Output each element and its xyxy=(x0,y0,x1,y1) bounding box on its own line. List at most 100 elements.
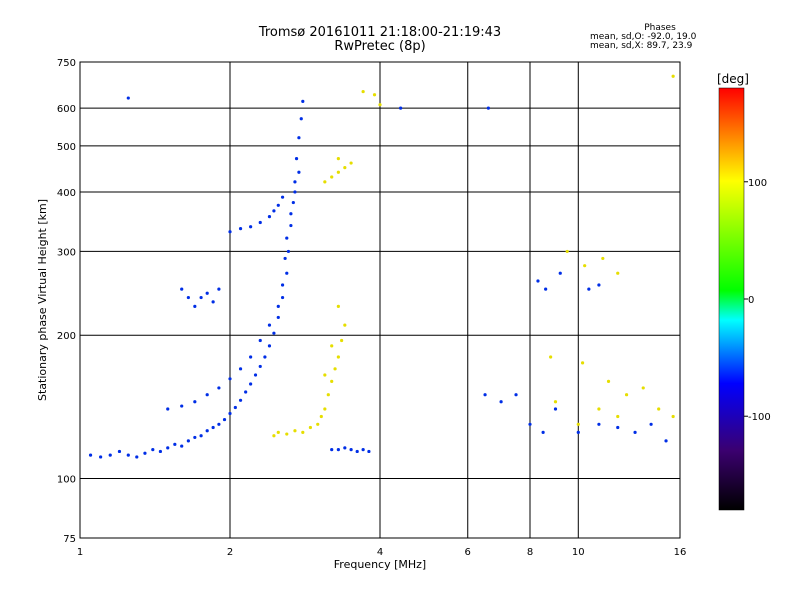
data-point xyxy=(280,195,285,199)
data-point xyxy=(616,271,620,275)
colorbar-label: [deg] xyxy=(717,72,749,86)
data-point xyxy=(649,422,653,426)
data-point xyxy=(323,180,327,184)
data-point xyxy=(205,429,209,433)
data-point xyxy=(276,315,280,320)
data-point xyxy=(291,200,295,205)
x-tick-label: 6 xyxy=(465,547,471,558)
data-point xyxy=(301,99,305,103)
data-point xyxy=(289,223,293,228)
data-point xyxy=(624,393,629,397)
data-point xyxy=(606,379,611,383)
data-point xyxy=(283,256,287,261)
data-point xyxy=(228,411,232,416)
chart-grid xyxy=(80,62,680,538)
data-point xyxy=(289,212,293,216)
data-point xyxy=(633,430,637,434)
x-axis-label: Frequency [MHz] xyxy=(334,558,426,571)
data-point xyxy=(301,430,305,434)
data-point xyxy=(553,400,558,404)
data-point xyxy=(549,355,553,359)
data-point xyxy=(336,448,340,452)
colorbar-tick-label: 100 xyxy=(748,178,767,189)
data-point xyxy=(276,304,280,308)
data-point xyxy=(294,157,299,161)
data-point xyxy=(238,398,243,402)
data-point xyxy=(285,432,289,436)
data-point xyxy=(193,435,197,440)
y-tick-label: 75 xyxy=(63,534,76,545)
data-point xyxy=(601,256,605,261)
data-point xyxy=(343,323,347,327)
data-point xyxy=(483,393,487,397)
x-tick-label: 16 xyxy=(674,547,687,558)
data-point xyxy=(299,117,303,121)
data-point xyxy=(217,422,221,426)
data-point xyxy=(343,446,347,450)
plot-frame xyxy=(79,61,681,539)
data-point xyxy=(340,338,344,343)
y-axis-ticks: 75 100 200 300 400 500 600 750 xyxy=(57,58,76,545)
data-point xyxy=(597,422,601,426)
data-point xyxy=(166,446,170,450)
y-tick-label: 300 xyxy=(57,247,76,258)
data-point xyxy=(180,287,184,291)
data-point xyxy=(297,170,301,174)
phase-statistics-x-mode: mean, sd,X: 89.7, 23.9 xyxy=(590,41,693,51)
y-tick-label: 200 xyxy=(57,331,76,342)
data-point xyxy=(323,407,327,411)
data-point xyxy=(285,236,289,240)
data-point xyxy=(565,249,569,254)
data-point xyxy=(280,295,285,300)
data-point xyxy=(158,449,163,454)
data-point xyxy=(336,304,340,308)
data-point xyxy=(267,323,272,327)
data-point xyxy=(238,227,243,231)
data-point xyxy=(228,230,232,234)
data-point xyxy=(576,422,580,426)
data-point xyxy=(280,283,285,287)
colorbar-tick-label: -100 xyxy=(748,412,771,423)
data-point xyxy=(541,430,545,434)
data-point xyxy=(276,430,280,434)
y-tick-label: 500 xyxy=(57,142,76,153)
data-point xyxy=(330,175,334,179)
data-point xyxy=(580,361,585,365)
data-point xyxy=(222,417,227,422)
data-point xyxy=(180,444,184,448)
colorbar-ticks: 100 0 -100 xyxy=(744,178,771,423)
data-point xyxy=(355,449,359,454)
phase-statistics: Phases mean, sd,O: -92.0, 19.0 mean, sd,… xyxy=(590,24,697,51)
data-point xyxy=(326,393,330,397)
y-axis-label: Stationary phase Virtual Height [km] xyxy=(36,199,49,401)
data-point xyxy=(267,344,272,348)
y-tick-label: 100 xyxy=(57,475,76,486)
data-point xyxy=(286,249,291,254)
data-point xyxy=(349,161,353,165)
y-tick-label: 750 xyxy=(57,58,76,69)
data-point xyxy=(349,448,353,452)
data-point xyxy=(272,434,276,438)
colorbar-tick-label: 0 xyxy=(748,295,754,306)
data-point xyxy=(217,287,221,291)
data-point xyxy=(143,451,147,455)
data-point xyxy=(330,379,334,383)
data-point xyxy=(308,425,313,430)
data-point xyxy=(228,377,232,381)
data-point xyxy=(233,405,237,410)
phase-statistics-o-mode: mean, sd,O: -92.0, 19.0 xyxy=(590,32,697,42)
data-point xyxy=(193,400,197,404)
data-point xyxy=(330,344,334,348)
data-point xyxy=(211,300,215,304)
data-point xyxy=(117,449,122,454)
data-point xyxy=(671,74,675,78)
data-point xyxy=(583,264,587,268)
data-point xyxy=(297,136,301,140)
colorbar xyxy=(718,87,745,511)
data-point xyxy=(258,338,262,343)
data-point xyxy=(267,215,272,219)
data-point xyxy=(126,453,130,457)
data-point xyxy=(108,453,112,457)
data-point xyxy=(135,455,139,459)
data-point xyxy=(193,304,197,308)
